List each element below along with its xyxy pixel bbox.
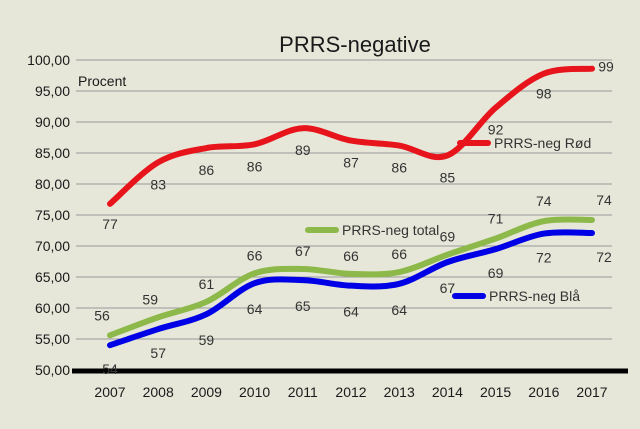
data-labels: 77 83 86 86 89 87 86 85 92 98 99 56 59 61 66 67 66 66 69 71…	[94, 59, 614, 378]
x-tick-label: 2012	[335, 384, 366, 400]
y-tick-label: 85,00	[35, 145, 70, 161]
y-tick-label: 60,00	[35, 300, 70, 316]
y-tick-label: 75,00	[35, 207, 70, 223]
red-data-label: 98	[536, 86, 552, 102]
red-data-label: 86	[391, 160, 407, 176]
x-tick-label: 2017	[576, 384, 607, 400]
x-tick-label: 2008	[143, 384, 174, 400]
red-data-label: 86	[247, 158, 263, 174]
blue-data-label: 54	[102, 361, 118, 377]
total-data-label: 69	[440, 229, 456, 245]
legend-label: PRRS-neg Blå	[489, 288, 580, 304]
x-tick-label: 2007	[94, 384, 125, 400]
y-axis-label: Procent	[78, 73, 126, 89]
y-tick-label: 95,00	[35, 83, 70, 99]
red-data-label: 85	[440, 169, 456, 185]
legend-total: PRRS-neg total	[305, 222, 439, 238]
y-tick-label: 65,00	[35, 269, 70, 285]
blue-data-label: 69	[488, 265, 504, 281]
y-tick-label: 90,00	[35, 114, 70, 130]
series-lines	[107, 65, 595, 349]
x-tick-label: 2016	[528, 384, 559, 400]
red-series-line	[107, 65, 595, 207]
axes: 50,00 55,00 60,00 65,00 70,00 75,00 80,00 85,00…	[27, 52, 628, 400]
chart-title: PRRS-negative	[279, 32, 431, 57]
x-tick-label: 2013	[384, 384, 415, 400]
total-data-label: 59	[142, 291, 158, 307]
grid	[76, 59, 612, 340]
x-tick-label: 2015	[480, 384, 511, 400]
red-data-label: 89	[295, 142, 311, 158]
y-tick-label: 50,00	[35, 362, 70, 378]
blue-data-label: 64	[391, 302, 407, 318]
y-tick-label: 70,00	[35, 238, 70, 254]
red-data-label: 87	[343, 155, 359, 171]
total-data-label: 66	[247, 247, 263, 263]
y-tick-label: 80,00	[35, 176, 70, 192]
red-data-label: 92	[488, 122, 504, 138]
legend-blue: PRRS-neg Blå	[452, 288, 580, 304]
red-data-label: 77	[102, 216, 118, 232]
legend-label: PRRS-neg Rød	[494, 135, 591, 151]
total-data-label: 74	[596, 192, 612, 208]
x-tick-label: 2014	[432, 384, 463, 400]
blue-data-label: 65	[295, 298, 311, 314]
total-data-label: 66	[391, 246, 407, 262]
blue-data-label: 64	[247, 301, 263, 317]
red-data-label: 99	[598, 59, 614, 75]
total-data-label: 71	[488, 211, 504, 227]
blue-data-label: 72	[536, 250, 552, 266]
total-data-label: 67	[295, 243, 311, 259]
blue-data-label: 59	[199, 332, 215, 348]
total-data-label: 56	[94, 307, 110, 323]
total-data-label: 74	[536, 193, 552, 209]
total-data-label: 61	[199, 276, 215, 292]
total-data-label: 66	[343, 248, 359, 264]
blue-data-label: 67	[440, 280, 456, 296]
x-tick-label: 2009	[191, 384, 222, 400]
x-tick-label: 2011	[288, 384, 318, 400]
blue-data-label: 72	[596, 249, 612, 265]
legend: PRRS-neg Rød PRRS-neg total PRRS-neg Blå	[305, 135, 591, 304]
total-series-line	[107, 216, 595, 339]
blue-series-line	[107, 229, 595, 349]
red-data-label: 83	[150, 176, 166, 192]
y-tick-label: 55,00	[35, 331, 70, 347]
x-tick-label: 2010	[239, 384, 270, 400]
red-data-label: 86	[199, 162, 215, 178]
blue-data-label: 57	[150, 345, 166, 361]
blue-data-label: 64	[343, 304, 359, 320]
legend-label: PRRS-neg total	[342, 222, 439, 238]
y-tick-label: 100,00	[27, 52, 70, 68]
legend-red: PRRS-neg Rød	[457, 135, 591, 151]
